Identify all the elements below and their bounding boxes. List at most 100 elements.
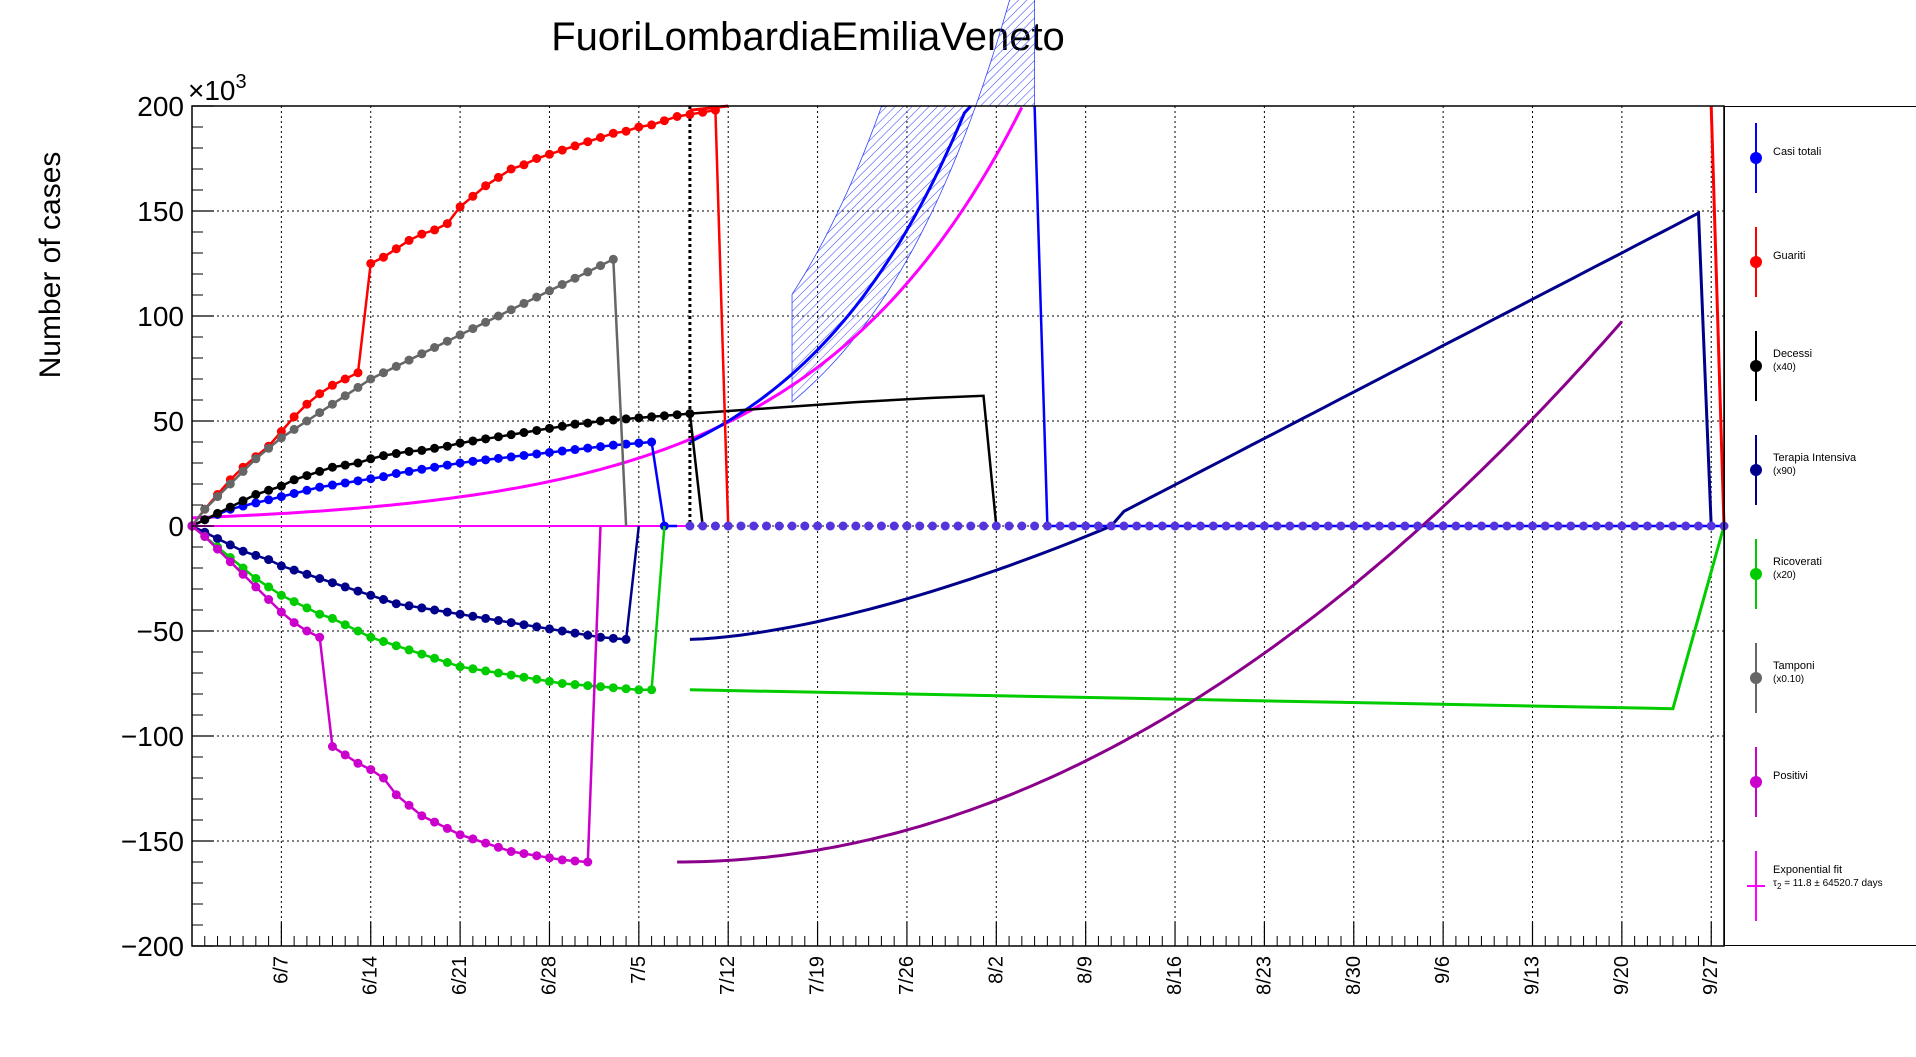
x-tick-label: 7/12 <box>717 956 739 995</box>
data-point <box>327 613 337 623</box>
data-point <box>570 445 580 455</box>
zero-data-point <box>749 521 759 531</box>
zero-data-point <box>1208 521 1218 531</box>
series-layer <box>187 105 1729 867</box>
data-point <box>544 676 554 686</box>
x-tick-label: 8/2 <box>985 956 1007 984</box>
zero-data-point <box>787 521 797 531</box>
zero-data-point <box>774 521 784 531</box>
y-tick-label: 150 <box>137 196 184 227</box>
legend-label: Positivi <box>1773 770 1808 782</box>
data-point <box>455 330 465 340</box>
data-point <box>608 440 618 450</box>
zero-data-point <box>915 521 925 531</box>
data-point <box>289 424 299 434</box>
data-point <box>570 680 580 690</box>
data-point <box>366 374 376 384</box>
zero-data-point <box>991 521 1001 531</box>
data-point <box>340 478 350 488</box>
data-point <box>238 496 248 506</box>
zero-data-point <box>1642 521 1652 531</box>
data-point <box>442 460 452 470</box>
x-tick-label: 7/19 <box>807 956 829 995</box>
data-point <box>634 413 644 423</box>
y-multiplier-exp: 3 <box>236 71 247 93</box>
data-point <box>264 443 274 453</box>
data-point <box>340 750 350 760</box>
data-point <box>302 569 312 579</box>
data-point <box>315 609 325 619</box>
data-point <box>276 433 286 443</box>
data-point <box>544 149 554 159</box>
data-point <box>583 418 593 428</box>
data-point <box>251 454 261 464</box>
x-tick-label: 6/21 <box>449 956 471 995</box>
zero-data-point <box>1706 521 1716 531</box>
data-point <box>391 641 401 651</box>
legend: Casi totali Guariti Decessi (x40) Terapia… <box>1724 106 1916 946</box>
data-point <box>532 851 542 861</box>
data-point <box>200 515 210 525</box>
zero-data-point <box>1247 521 1257 531</box>
data-point <box>251 498 261 508</box>
data-point <box>379 595 388 604</box>
data-point <box>276 481 286 491</box>
x-tick-label: 8/30 <box>1343 956 1365 995</box>
data-point <box>289 488 299 498</box>
legend-entry-tamponi: Tamponi (x0.10) <box>1725 627 1916 731</box>
data-point <box>379 637 388 646</box>
data-point <box>468 456 478 466</box>
zero-data-point <box>813 521 823 531</box>
legend-label: Casi totali <box>1773 146 1822 158</box>
data-point <box>608 415 618 425</box>
data-point <box>544 286 554 296</box>
data-point <box>353 476 363 486</box>
zero-data-point <box>1310 521 1320 531</box>
data-point <box>519 160 529 170</box>
data-point <box>710 105 720 115</box>
zero-data-point <box>1489 521 1499 531</box>
zero-data-point <box>1323 521 1333 531</box>
data-point <box>353 626 363 636</box>
data-point <box>391 361 401 371</box>
data-point <box>493 432 503 442</box>
y-tick-label: 200 <box>137 91 184 122</box>
data-point <box>417 349 427 359</box>
data-point <box>302 603 312 613</box>
data-point <box>276 492 286 502</box>
zero-data-point <box>876 521 886 531</box>
zero-data-point <box>1093 521 1103 531</box>
x-tick-label: 6/7 <box>270 956 292 984</box>
data-point <box>404 601 414 611</box>
data-point <box>251 550 261 560</box>
y-axis-label: Number of cases <box>34 152 67 379</box>
x-tick-label: 8/23 <box>1253 956 1275 995</box>
data-point <box>596 632 606 642</box>
data-point <box>493 842 503 852</box>
data-point <box>430 817 440 827</box>
data-point <box>353 458 363 468</box>
data-point <box>366 590 376 600</box>
curves <box>191 0 1726 864</box>
data-point <box>532 674 542 684</box>
data-point <box>430 343 440 352</box>
data-point <box>544 624 554 634</box>
zero-data-point <box>1591 521 1601 531</box>
data-point <box>455 830 465 840</box>
data-point <box>327 578 337 588</box>
data-point <box>532 622 542 632</box>
data-point <box>557 679 567 688</box>
data-point <box>417 229 427 239</box>
data-point <box>391 244 401 254</box>
data-point <box>506 452 516 462</box>
data-point <box>417 649 427 659</box>
zero-data-point <box>1234 521 1244 531</box>
x-ticks: 6/7 6/14 6/21 6/28 7/5 7/12 7/19 7/26 8/2 8/9 8/16… <box>204 922 1722 995</box>
data-point <box>238 546 248 556</box>
data-point <box>557 280 567 289</box>
zero-data-point <box>1476 521 1486 531</box>
data-point <box>557 145 567 155</box>
positivi-projection <box>677 320 1624 864</box>
data-point <box>289 565 299 575</box>
data-point <box>647 437 657 447</box>
